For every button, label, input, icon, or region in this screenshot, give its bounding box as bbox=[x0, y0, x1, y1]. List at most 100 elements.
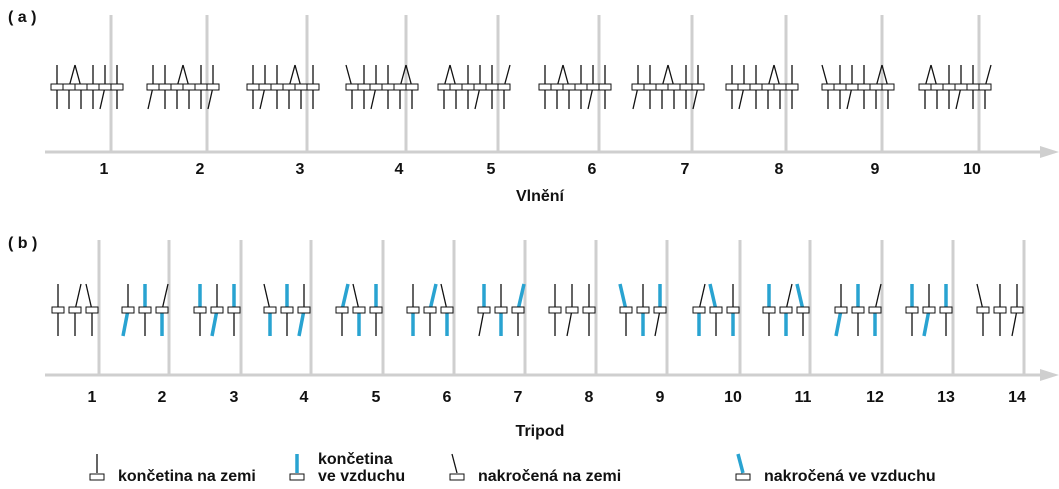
tick-label: 5 bbox=[487, 161, 496, 178]
tick-label: 4 bbox=[395, 161, 404, 178]
leg-base bbox=[183, 84, 195, 90]
leg-base bbox=[99, 84, 111, 90]
leg-lower bbox=[479, 310, 484, 336]
leg-base bbox=[750, 84, 762, 90]
leg-base bbox=[259, 84, 271, 90]
legend-label: končetina na zemi bbox=[118, 468, 256, 485]
leg-lower bbox=[924, 310, 929, 336]
axis-arrow bbox=[1040, 146, 1059, 158]
leg-base bbox=[977, 307, 989, 313]
leg-base bbox=[822, 84, 834, 90]
leg-base bbox=[283, 84, 295, 90]
legend-icon-base bbox=[450, 474, 464, 480]
leg-base bbox=[919, 84, 931, 90]
leg-base bbox=[955, 84, 967, 90]
legend-label: ve vzduchu bbox=[318, 468, 405, 485]
leg-base bbox=[195, 84, 207, 90]
leg-base bbox=[869, 307, 881, 313]
leg-upper bbox=[620, 284, 626, 310]
leg-base bbox=[906, 307, 918, 313]
leg-base bbox=[424, 307, 436, 313]
leg-base bbox=[271, 84, 283, 90]
leg-lower bbox=[212, 310, 217, 336]
leg-base bbox=[87, 84, 99, 90]
leg-base bbox=[194, 307, 206, 313]
leg-group bbox=[835, 284, 881, 336]
leg-base bbox=[370, 307, 382, 313]
tick-label: 9 bbox=[656, 389, 665, 406]
leg-base bbox=[940, 307, 952, 313]
leg-base bbox=[762, 84, 774, 90]
leg-base bbox=[394, 84, 406, 90]
tick-label: 9 bbox=[871, 161, 880, 178]
leg-base bbox=[295, 84, 307, 90]
legend-icon-base bbox=[736, 474, 750, 480]
leg-base bbox=[680, 84, 692, 90]
leg-upper bbox=[710, 284, 716, 310]
leg-base bbox=[797, 307, 809, 313]
leg-base bbox=[637, 307, 649, 313]
leg-base bbox=[1011, 307, 1023, 313]
leg-upper bbox=[699, 284, 705, 310]
leg-base bbox=[247, 84, 259, 90]
tick-label: 10 bbox=[963, 161, 981, 178]
leg-base bbox=[139, 307, 151, 313]
panel-label: ( a ) bbox=[8, 9, 36, 26]
leg-base bbox=[63, 84, 75, 90]
leg-upper bbox=[797, 284, 803, 310]
leg-base bbox=[171, 84, 183, 90]
leg-base bbox=[870, 84, 882, 90]
leg-base bbox=[52, 307, 64, 313]
leg-base bbox=[346, 84, 358, 90]
leg-base bbox=[382, 84, 394, 90]
leg-lower bbox=[123, 310, 128, 336]
leg-base bbox=[583, 307, 595, 313]
tick-label: 4 bbox=[300, 389, 309, 406]
leg-base bbox=[498, 84, 510, 90]
leg-group bbox=[977, 284, 1023, 336]
leg-upper bbox=[264, 284, 270, 310]
leg-group bbox=[763, 284, 809, 336]
leg-base bbox=[834, 84, 846, 90]
leg-group bbox=[264, 284, 310, 336]
legend-icon-leg bbox=[452, 454, 457, 473]
leg-base bbox=[336, 307, 348, 313]
leg-base bbox=[441, 307, 453, 313]
leg-base bbox=[774, 84, 786, 90]
leg-upper bbox=[875, 284, 881, 310]
leg-base bbox=[644, 84, 656, 90]
diagram: ( a )12345678910Vlnění( b )1234567891011… bbox=[0, 0, 1059, 489]
tick-label: 7 bbox=[514, 389, 523, 406]
leg-base bbox=[566, 307, 578, 313]
leg-base bbox=[931, 84, 943, 90]
leg-base bbox=[75, 84, 87, 90]
leg-base bbox=[86, 307, 98, 313]
tick-label: 8 bbox=[585, 389, 594, 406]
leg-base bbox=[358, 84, 370, 90]
leg-base bbox=[298, 307, 310, 313]
leg-upper bbox=[786, 284, 792, 310]
leg-base bbox=[111, 84, 123, 90]
leg-upper bbox=[86, 284, 92, 310]
tick-label: 1 bbox=[100, 161, 109, 178]
leg-base bbox=[122, 307, 134, 313]
leg-base bbox=[668, 84, 680, 90]
leg-base bbox=[632, 84, 644, 90]
leg-base bbox=[156, 307, 168, 313]
leg-group bbox=[336, 284, 382, 336]
tick-label: 10 bbox=[724, 389, 742, 406]
leg-base bbox=[858, 84, 870, 90]
leg-base bbox=[727, 307, 739, 313]
legend-label: končetina bbox=[318, 451, 393, 468]
leg-upper bbox=[977, 284, 983, 310]
leg-base bbox=[281, 307, 293, 313]
leg-base bbox=[406, 84, 418, 90]
leg-base bbox=[486, 84, 498, 90]
leg-base bbox=[512, 307, 524, 313]
leg-base bbox=[159, 84, 171, 90]
leg-base bbox=[495, 307, 507, 313]
leg-upper bbox=[353, 284, 359, 310]
leg-base bbox=[147, 84, 159, 90]
leg-base bbox=[587, 84, 599, 90]
tick-label: 6 bbox=[588, 161, 597, 178]
